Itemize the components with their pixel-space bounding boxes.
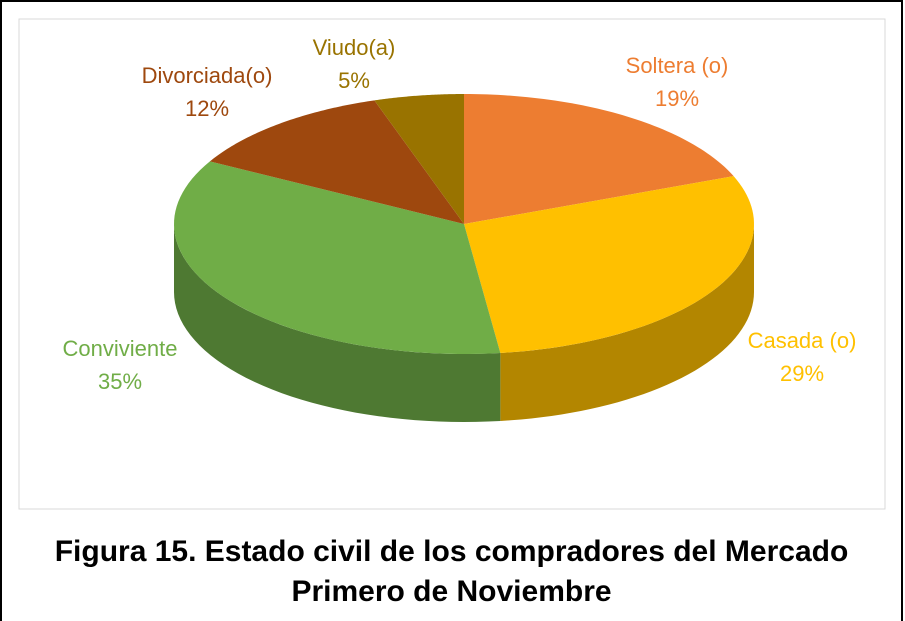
data-label-value: 35% [98, 369, 142, 394]
data-label-value: 19% [655, 86, 699, 111]
data-label-name: Viudo(a) [313, 35, 396, 60]
slice [464, 94, 734, 224]
data-label-name: Conviviente [63, 336, 178, 361]
slice [209, 100, 464, 224]
data-label-value: 12% [185, 96, 229, 121]
chart: Soltera (o) 19% Casada (o) 29% Conviviente 35… [18, 18, 886, 510]
slice [374, 94, 464, 224]
slice [174, 161, 501, 354]
data-label-value: 5% [338, 68, 370, 93]
data-label-name: Casada (o) [748, 328, 857, 353]
data-label-name: Divorciada(o) [142, 63, 273, 88]
slice-side [174, 224, 501, 422]
slice [464, 176, 754, 353]
chart-title: Figura 15. Estado civil de los comprador… [54, 535, 849, 608]
slice-side [500, 224, 754, 421]
data-label-name: Soltera (o) [626, 53, 729, 78]
data-label-value: 29% [780, 361, 824, 386]
